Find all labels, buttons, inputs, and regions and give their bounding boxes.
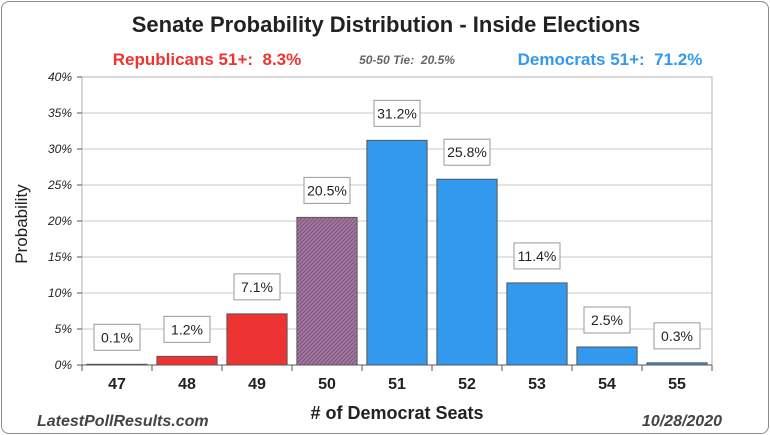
democrats-summary: Democrats 51+: 71.2% [518, 50, 703, 69]
source-footer: LatestPollResults.com [37, 413, 209, 430]
data-label-box [443, 138, 491, 166]
bar-50 [296, 216, 358, 366]
data-label-text: 0.3% [661, 328, 693, 344]
x-tick-label: 49 [248, 376, 266, 393]
data-label-49: 7.1% [233, 273, 281, 301]
data-label-text: 2.5% [591, 312, 623, 328]
data-label-51: 31.2% [373, 99, 421, 127]
x-tick-label: 54 [598, 376, 616, 393]
data-label-box [583, 306, 631, 334]
data-label-54: 2.5% [583, 306, 631, 334]
data-label-text: 20.5% [307, 182, 347, 198]
data-label-53: 11.4% [513, 242, 561, 270]
data-label-50: 20.5% [303, 176, 351, 204]
y-tick-label: 40% [48, 70, 72, 84]
bar-54 [576, 346, 638, 366]
bar-49 [226, 313, 288, 366]
data-label-55: 0.3% [653, 322, 701, 350]
y-tick-label: 15% [48, 250, 72, 264]
y-tick-label: 25% [47, 178, 72, 192]
bar-51 [366, 139, 428, 366]
data-label-text: 0.1% [101, 329, 133, 345]
data-label-box [653, 322, 701, 350]
x-axis-ticks: 47 48 49 50 51 52 53 54 55 [81, 365, 713, 393]
chart-title: Senate Probability Distribution - Inside… [132, 12, 641, 37]
data-label-text: 25.8% [447, 144, 487, 160]
y-tick-label: 10% [48, 286, 72, 300]
y-axis-ticks: 0% 5% 10% 15% 20% 25% 30% 35% 40% [47, 70, 82, 372]
x-tick-label: 53 [528, 376, 546, 393]
data-label-52: 25.8% [443, 138, 491, 166]
data-labels: 0.1% 1.2% 7.1% 20.5% 31.2% 25.8% 11.4% 2.5% 0.3% [93, 99, 701, 351]
data-label-text: 1.2% [171, 321, 203, 337]
x-tick-label: 55 [668, 376, 686, 393]
data-label-box [233, 273, 281, 301]
data-label-text: 11.4% [518, 248, 557, 264]
y-axis-label: Probability [12, 184, 31, 264]
data-label-47: 0.1% [93, 323, 141, 351]
data-label-text: 7.1% [241, 279, 273, 295]
data-label-text: 31.2% [377, 105, 417, 121]
data-label-box [513, 242, 561, 270]
bars [86, 139, 708, 366]
data-label-box [93, 323, 141, 351]
bar-48 [156, 355, 218, 366]
y-tick-label: 35% [48, 106, 72, 120]
tie-summary: 50-50 Tie: 20.5% [359, 53, 455, 67]
x-tick-label: 52 [458, 376, 476, 393]
data-label-box [373, 99, 421, 127]
data-label-box [303, 176, 351, 204]
x-tick-label: 50 [318, 376, 336, 393]
data-label-48: 1.2% [163, 315, 211, 343]
republicans-summary: Republicans 51+: 8.3% [113, 50, 302, 69]
bar-52 [436, 178, 498, 366]
x-tick-label: 47 [108, 376, 126, 393]
x-tick-label: 48 [178, 376, 196, 393]
bar-53 [506, 282, 568, 366]
y-tick-label: 20% [47, 214, 72, 228]
date-footer: 10/28/2020 [642, 413, 722, 430]
x-axis-label: # of Democrat Seats [310, 403, 483, 423]
y-tick-label: 5% [55, 322, 73, 336]
x-tick-label: 51 [388, 376, 406, 393]
y-tick-label: 0% [55, 358, 73, 372]
y-tick-label: 30% [48, 142, 72, 156]
data-label-box [163, 315, 211, 343]
